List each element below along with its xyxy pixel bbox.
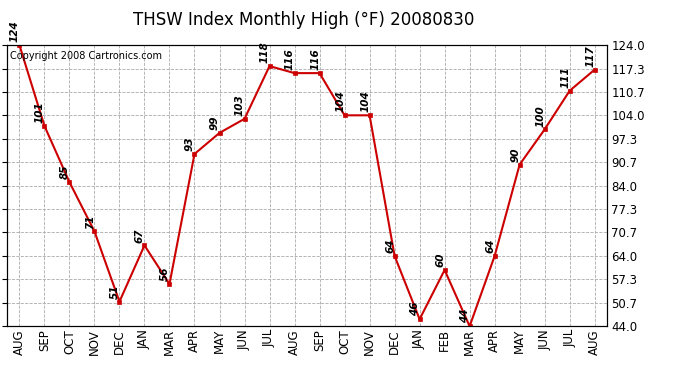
Text: THSW Index Monthly High (°F) 20080830: THSW Index Monthly High (°F) 20080830 (133, 11, 474, 29)
Text: 116: 116 (310, 49, 320, 70)
Text: 71: 71 (85, 214, 95, 228)
Text: 116: 116 (285, 49, 295, 70)
Text: 100: 100 (535, 105, 545, 127)
Text: 56: 56 (160, 267, 170, 281)
Text: Copyright 2008 Cartronics.com: Copyright 2008 Cartronics.com (10, 51, 162, 61)
Text: 101: 101 (35, 101, 45, 123)
Text: 93: 93 (185, 136, 195, 151)
Text: 64: 64 (385, 238, 395, 253)
Text: 124: 124 (10, 20, 20, 42)
Text: 60: 60 (435, 253, 445, 267)
Text: 64: 64 (485, 238, 495, 253)
Text: 103: 103 (235, 94, 245, 116)
Text: 44: 44 (460, 309, 470, 323)
Text: 51: 51 (110, 284, 120, 299)
Text: 117: 117 (585, 45, 595, 67)
Text: 99: 99 (210, 116, 220, 130)
Text: 85: 85 (60, 165, 70, 179)
Text: 111: 111 (560, 66, 570, 88)
Text: 104: 104 (360, 91, 370, 112)
Text: 104: 104 (335, 91, 345, 112)
Text: 46: 46 (410, 302, 420, 316)
Text: 118: 118 (260, 42, 270, 63)
Text: 90: 90 (510, 147, 520, 162)
Text: 67: 67 (135, 228, 145, 243)
